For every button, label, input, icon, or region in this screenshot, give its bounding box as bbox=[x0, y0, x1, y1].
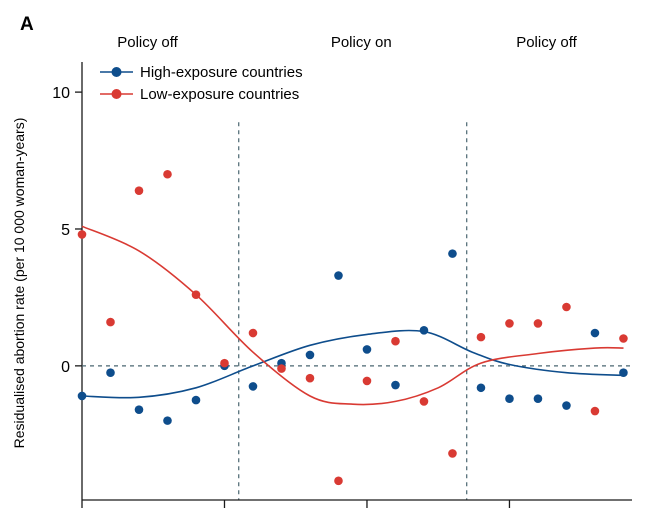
low-exposure-point bbox=[505, 319, 514, 328]
low-exposure-point bbox=[220, 358, 229, 368]
low-exposure-point bbox=[305, 373, 315, 383]
high-exposure-point bbox=[505, 394, 514, 404]
low-exposure-point bbox=[191, 290, 201, 299]
low-exposure-point bbox=[448, 449, 457, 458]
legend-high-exposure-marker bbox=[111, 67, 122, 77]
high-exposure-point bbox=[562, 401, 571, 410]
high-exposure-point bbox=[391, 380, 400, 390]
high-exposure-point bbox=[334, 271, 343, 280]
low-exposure-point bbox=[163, 169, 172, 179]
y-tick-label: 0 bbox=[61, 359, 70, 376]
y-axis-label: Residualised abortion rate (per 10 000 w… bbox=[11, 118, 27, 449]
high-exposure-point bbox=[191, 395, 201, 405]
high-exposure-point bbox=[134, 405, 144, 414]
phase-label: Policy on bbox=[331, 34, 392, 51]
high-exposure-point bbox=[476, 383, 486, 393]
low-exposure-point bbox=[590, 406, 600, 416]
legend-high-exposure-label: High-exposure countries bbox=[140, 64, 303, 81]
low-exposure-point bbox=[77, 230, 87, 239]
high-exposure-point bbox=[248, 382, 258, 391]
high-exposure-point bbox=[590, 328, 600, 338]
high-exposure-trend-line bbox=[81, 329, 624, 399]
high-exposure-point bbox=[106, 368, 115, 378]
low-exposure-point bbox=[106, 317, 115, 327]
high-exposure-point bbox=[77, 391, 87, 401]
low-exposure-point bbox=[391, 336, 400, 346]
high-exposure-point bbox=[362, 345, 372, 354]
low-exposure-trend-line bbox=[81, 225, 624, 406]
low-exposure-point bbox=[248, 328, 258, 338]
low-exposure-point bbox=[619, 334, 628, 343]
low-exposure-point bbox=[362, 376, 372, 386]
low-exposure-point bbox=[562, 302, 571, 312]
legend-low-exposure-label: Low-exposure countries bbox=[140, 86, 299, 103]
low-exposure-point bbox=[277, 364, 286, 373]
phase-label: Policy off bbox=[117, 34, 178, 51]
legend-low-exposure-marker bbox=[111, 89, 122, 99]
high-exposure-point bbox=[163, 416, 172, 425]
low-exposure-point bbox=[533, 319, 543, 328]
trend-lines bbox=[81, 225, 624, 406]
low-exposure-point bbox=[476, 332, 486, 342]
low-exposure-point bbox=[419, 397, 429, 406]
high-exposure-point bbox=[448, 249, 457, 258]
high-exposure-point bbox=[619, 368, 628, 378]
legend: High-exposure countries Low-exposure coun… bbox=[100, 64, 303, 103]
low-exposure-point bbox=[334, 476, 343, 486]
data-points bbox=[77, 169, 628, 486]
high-exposure-point bbox=[305, 350, 315, 360]
axes: 0 5 10 bbox=[52, 62, 632, 508]
panel-label: A bbox=[20, 14, 34, 35]
phase-label: Policy off bbox=[516, 34, 577, 51]
high-exposure-point bbox=[533, 394, 543, 404]
y-tick-label: 10 bbox=[52, 85, 70, 102]
high-exposure-point bbox=[419, 325, 429, 335]
low-exposure-point bbox=[134, 186, 144, 195]
phase-layer: Policy off Policy on Policy off bbox=[117, 34, 578, 500]
y-tick-label: 5 bbox=[61, 222, 70, 239]
